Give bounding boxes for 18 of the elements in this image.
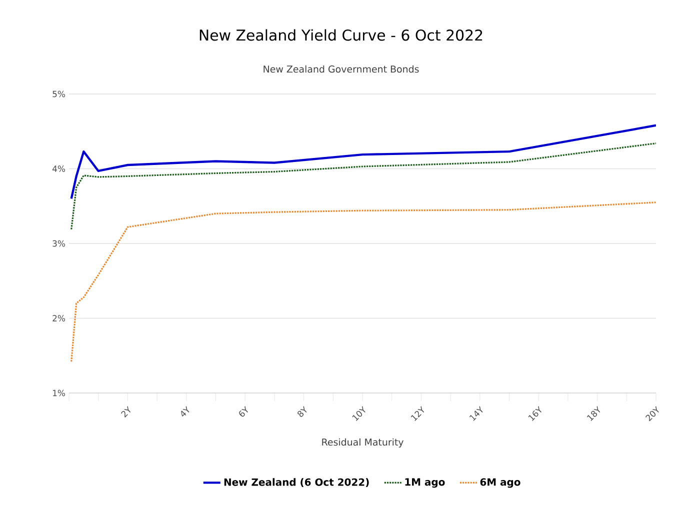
x-tick-label: 2Y	[121, 406, 131, 418]
line-series	[70, 124, 656, 200]
legend-label: New Zealand (6 Oct 2022)	[224, 478, 369, 488]
line-series	[70, 142, 656, 230]
x-tick-label: 6Y	[239, 406, 248, 417]
x-tick-label: 8Y	[298, 406, 307, 417]
x-axis-title: Residual Maturity	[322, 438, 404, 448]
x-tick-label: 4Y	[181, 406, 190, 416]
legend-label: 1M ago	[405, 478, 445, 488]
y-tick-label: 2%	[52, 315, 66, 322]
chart-title: New Zealand Yield Curve - 6 Oct 2022	[200, 29, 482, 41]
line-series	[70, 202, 656, 362]
y-tick-label: 3%	[52, 240, 66, 247]
y-tick-label: 5%	[52, 90, 66, 98]
y-tick-label: 1%	[52, 390, 66, 396]
chart-subtitle: New Zealand Government Bonds	[264, 65, 419, 73]
legend-label: 6M ago	[480, 478, 520, 488]
y-tick-label: 4%	[52, 166, 66, 172]
